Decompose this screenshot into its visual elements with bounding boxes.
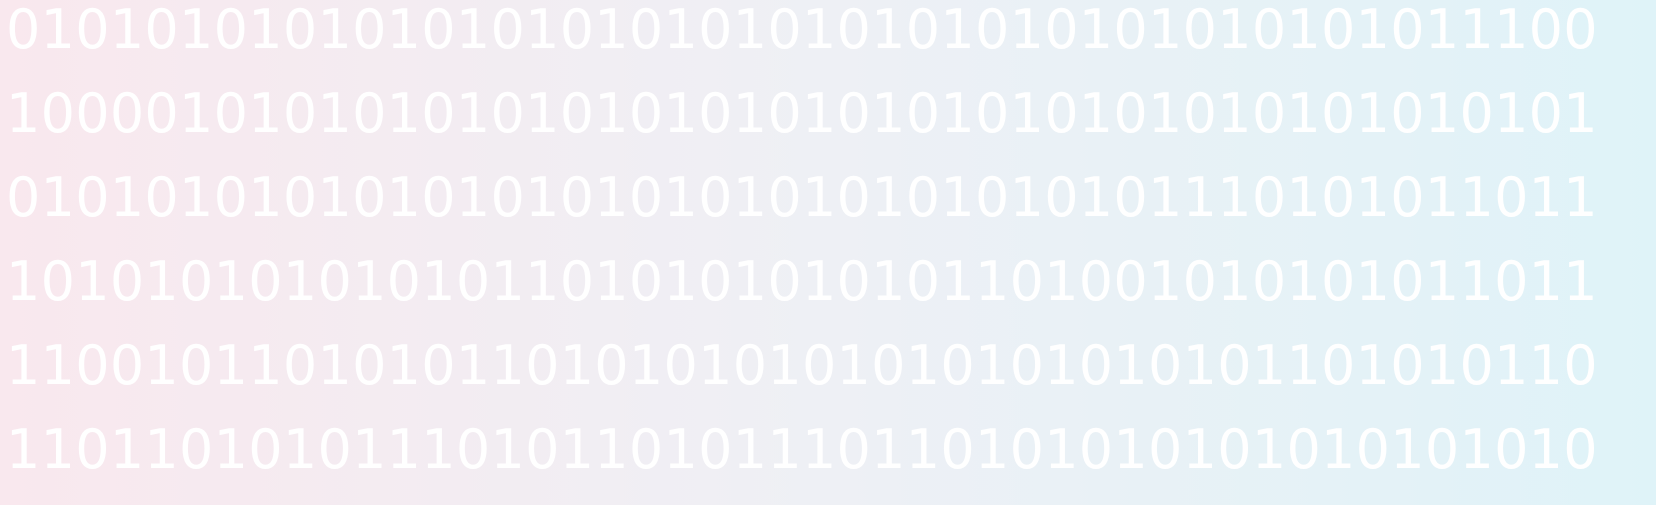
binary-row-5: 1100101101010110101010101010101010101101… [6,334,1598,397]
binary-row-1: 0101010101010101010101010101010101010101… [6,0,1598,61]
binary-row-6: 1101101010111010110101110110101010101010… [6,418,1598,481]
binary-row-4: 1010101010101011010101010101101001010101… [6,250,1598,313]
binary-row-2: 1000010101010101010101010101010101010101… [6,82,1598,145]
binary-row-3: 0101010101010101010101010101010101110101… [6,166,1598,229]
